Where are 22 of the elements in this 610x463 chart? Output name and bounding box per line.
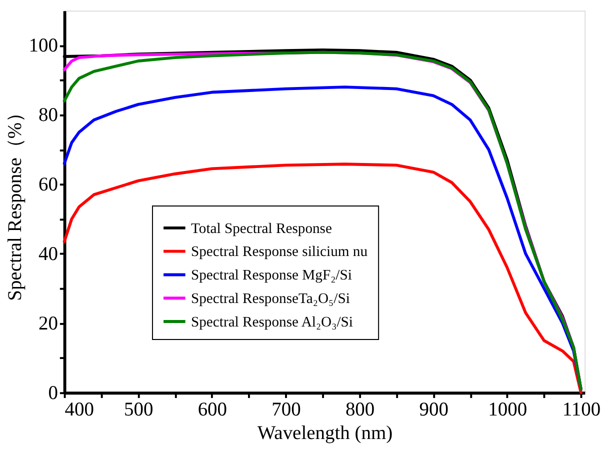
y-tick-label: 80 bbox=[38, 105, 58, 126]
y-tick-label: 0 bbox=[48, 382, 58, 404]
legend-label: Spectral Response Al₂O₃/Si bbox=[190, 314, 353, 330]
x-tick-label: 500 bbox=[124, 400, 154, 421]
line-series bbox=[62, 162, 582, 394]
legend-label: Spectral Response silicium nu bbox=[190, 244, 368, 260]
x-tick-label: 1000 bbox=[488, 400, 528, 421]
x-tick-label: 900 bbox=[419, 400, 448, 421]
y-axis-title: Spectral Response（%） bbox=[4, 103, 26, 301]
x-tick-label: 1100 bbox=[562, 400, 601, 421]
x-tick-label: 800 bbox=[345, 400, 375, 421]
legend-label: Spectral Response MgF₂/Si bbox=[190, 268, 352, 284]
y-tick-label: 20 bbox=[38, 314, 58, 335]
x-axis-title: Wavelength (nm) bbox=[257, 422, 393, 444]
y-tick-label: 60 bbox=[38, 174, 58, 196]
y-tick-label: 100 bbox=[28, 36, 58, 57]
y-tick-label: 40 bbox=[38, 244, 58, 266]
legend-label: Total Spectral Response bbox=[190, 220, 332, 237]
x-tick-label: 400 bbox=[64, 400, 94, 421]
legend-label: Spectral ResponseTa₂O₅/Si bbox=[190, 290, 350, 307]
x-tick-label: 600 bbox=[198, 400, 228, 421]
x-tick-label: 700 bbox=[272, 400, 301, 421]
